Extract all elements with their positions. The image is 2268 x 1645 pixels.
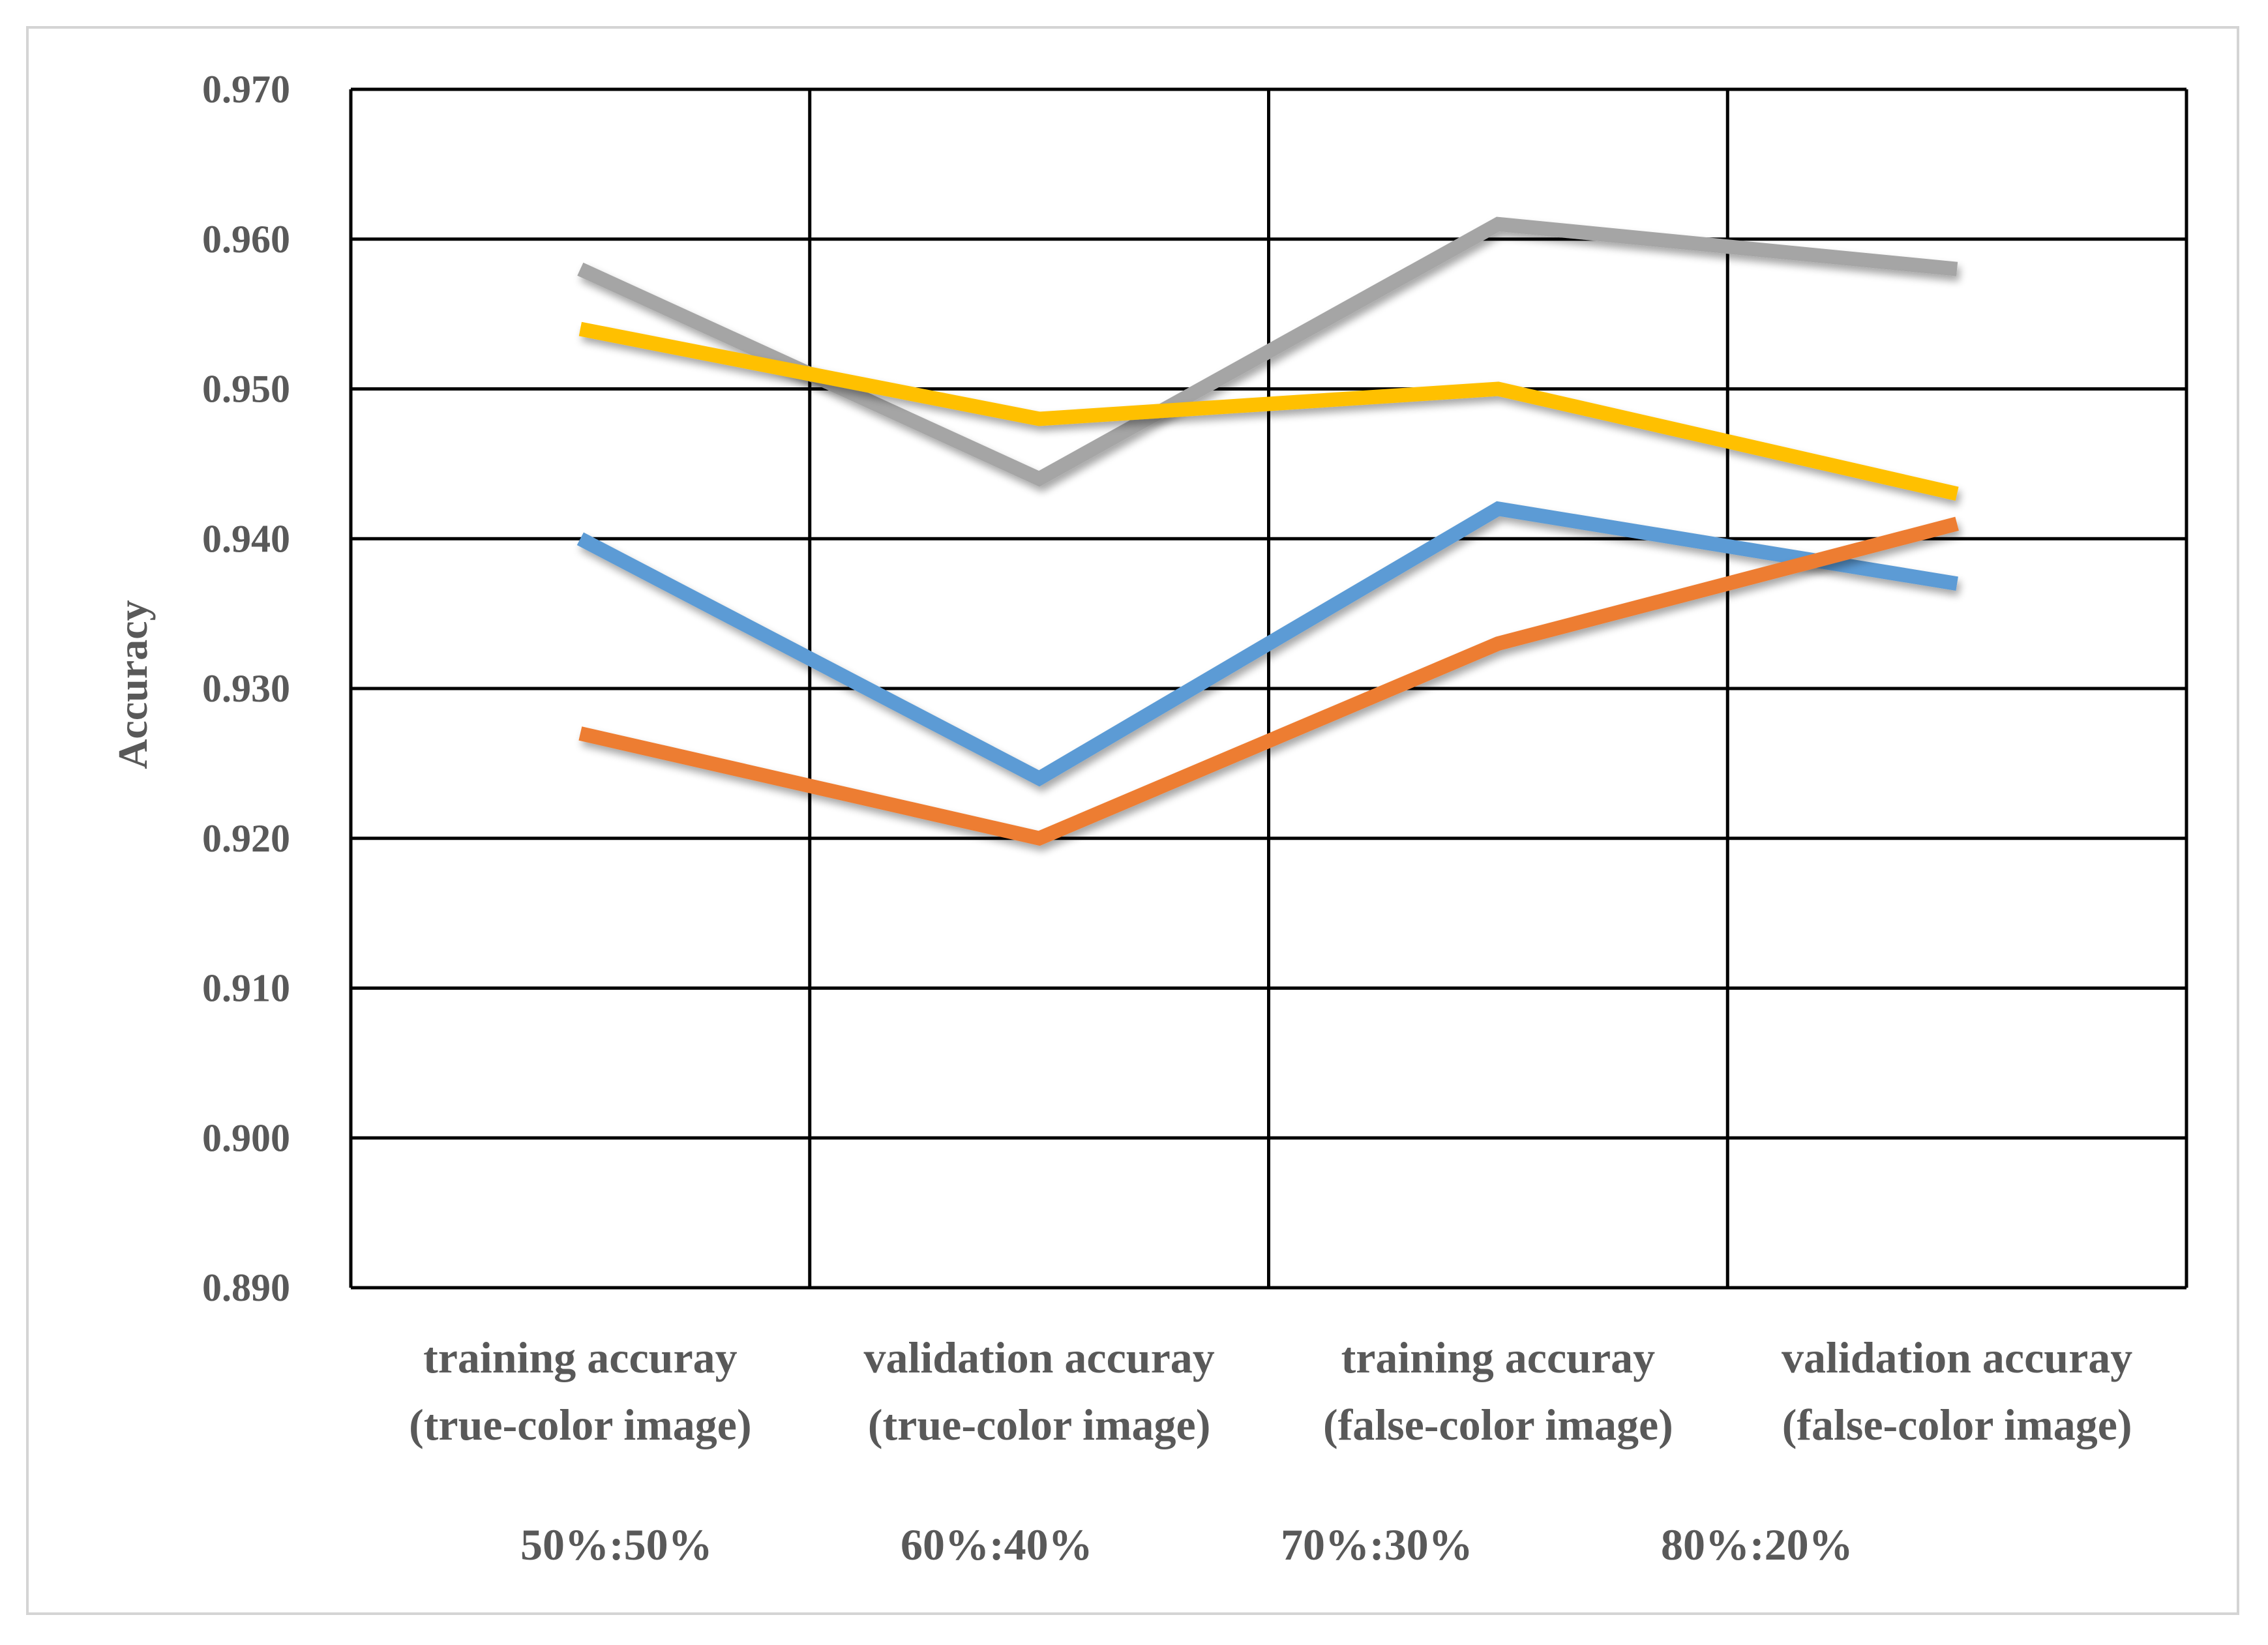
- legend-label: 60%:40%: [901, 1520, 1093, 1569]
- series-line-0: [576, 501, 1958, 787]
- y-tick-label: 0.960: [202, 218, 290, 261]
- x-axis-categories: training accuray (true-color image) valida…: [409, 1333, 2132, 1449]
- y-tick-label: 0.890: [202, 1266, 290, 1309]
- legend-label: 50%:50%: [520, 1520, 713, 1569]
- y-tick-label: 0.910: [202, 967, 290, 1010]
- legend: 50%:50% 60%:40% 70%:30% 80%:20%: [404, 1520, 1853, 1569]
- x-category-label: validation accuray: [1782, 1333, 2132, 1382]
- y-tick-label: 0.900: [202, 1116, 290, 1159]
- x-category-label: (true-color image): [409, 1400, 752, 1449]
- grid-lines: [349, 87, 2188, 1290]
- y-axis-ticks: 0.970 0.960 0.950 0.940 0.930 0.920 0.910 0.900…: [202, 68, 290, 1309]
- series-line-3: [578, 321, 1959, 501]
- y-tick-label: 0.920: [202, 817, 290, 860]
- series-line-1: [578, 516, 1959, 846]
- y-tick-label: 0.930: [202, 667, 290, 710]
- x-category-label: training accuray: [423, 1333, 738, 1382]
- y-tick-label: 0.970: [202, 68, 290, 111]
- y-axis-title: Accuracy: [110, 600, 156, 769]
- y-tick-label: 0.950: [202, 368, 290, 411]
- x-category-label: (false-color image): [1782, 1400, 2132, 1449]
- chart-frame: [26, 26, 2239, 1615]
- series-lines: [576, 216, 1959, 846]
- y-tick-label: 0.940: [202, 517, 290, 560]
- x-category-label: validation accuray: [863, 1333, 1214, 1382]
- legend-label: 80%:20%: [1661, 1520, 1853, 1569]
- x-category-label: training accuray: [1341, 1333, 1656, 1382]
- legend-label: 70%:30%: [1281, 1520, 1473, 1569]
- x-category-label: (false-color image): [1323, 1400, 1673, 1449]
- x-category-label: (true-color image): [868, 1400, 1211, 1449]
